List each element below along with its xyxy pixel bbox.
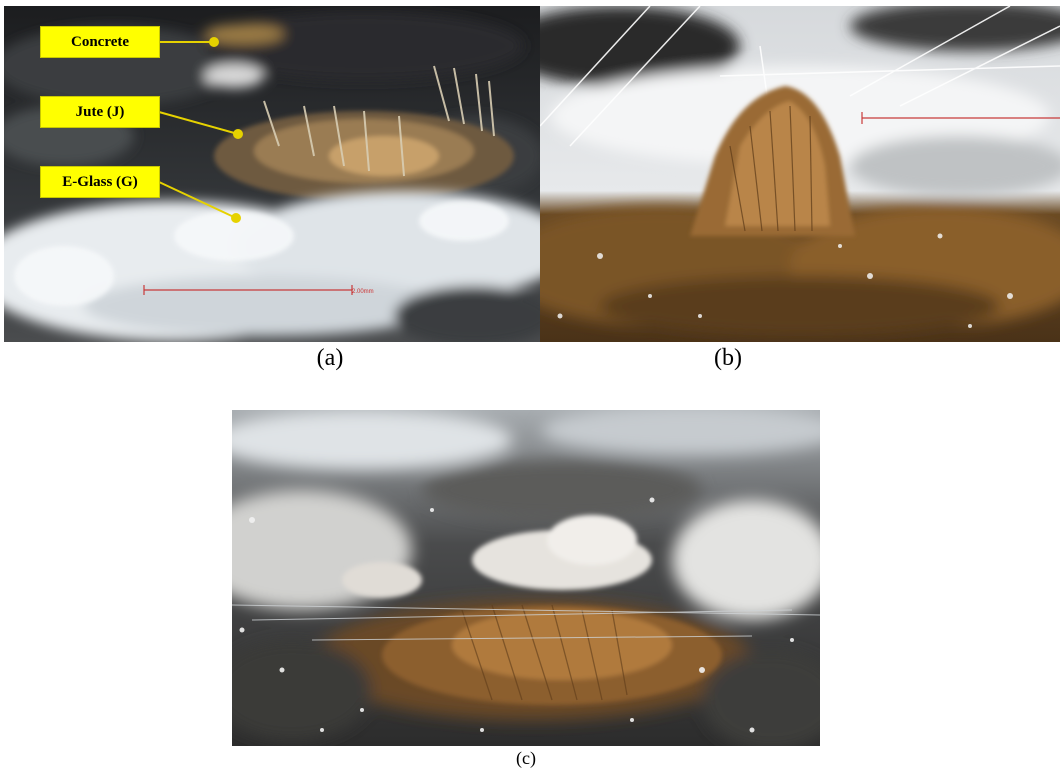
- micrograph-image-a: [4, 6, 540, 342]
- leader-lines: [158, 37, 243, 223]
- label-e-glass: E-Glass (G): [40, 166, 160, 198]
- micrograph-image-b: [540, 6, 1060, 342]
- scale-bar-label: 2.00mm: [352, 289, 374, 295]
- label-jute: Jute (J): [40, 96, 160, 128]
- micrograph-panel-c: [232, 410, 820, 746]
- scale-bar-a: [143, 285, 353, 295]
- micrograph-image-c: [232, 410, 820, 746]
- scale-bar-b: [861, 112, 1060, 124]
- label-concrete: Concrete: [40, 26, 160, 58]
- micrograph-panel-b: [540, 6, 1060, 342]
- caption-b: (b): [714, 345, 742, 371]
- caption-a: (a): [316, 345, 344, 371]
- micrograph-panel-a: Concrete Jute (J) E-Glass (G) 2.00mm: [4, 6, 540, 342]
- caption-c: (c): [516, 748, 536, 768]
